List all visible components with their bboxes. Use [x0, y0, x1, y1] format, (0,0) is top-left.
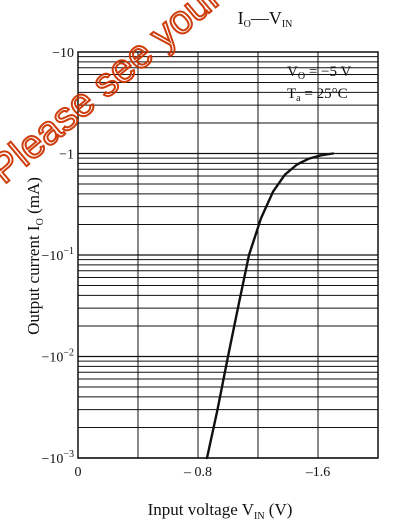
condition-ta: Ta = 25°C [287, 86, 348, 104]
condition-ta-value: = 25°C [301, 86, 348, 102]
y-axis-label-unit: (mA) [24, 177, 43, 218]
y-tick-label-1: −1 [59, 148, 74, 163]
y-axis-label-subscript: O [35, 218, 46, 225]
y-tick-label-2: −10−1 [41, 246, 74, 264]
y-axis-label: Output current IO (mA) [24, 177, 46, 335]
x-axis-label-main: Input voltage V [148, 500, 255, 519]
title-second-subscript: IN [282, 19, 293, 30]
condition-ta-main: T [287, 86, 296, 102]
title-main: I [238, 8, 244, 28]
x-axis-label: Input voltage VIN (V) [148, 500, 293, 522]
condition-vo-main: V [287, 64, 298, 80]
y-axis-label-main: Output current I [24, 225, 43, 335]
y-tick-label-4: −10−3 [41, 449, 74, 467]
condition-ta-subscript: a [296, 93, 301, 104]
title-main-subscript: O [244, 19, 251, 30]
condition-legend: VO = −5 V Ta = 25°C [287, 64, 351, 104]
title-dash: — [250, 8, 270, 28]
x-tick-label-1: – 0.8 [183, 465, 212, 480]
curve-layer [205, 152, 335, 460]
x-axis-label-unit: (V) [265, 500, 293, 519]
condition-vo-value: = −5 V [305, 64, 351, 80]
y-tick-label-0: −10 [52, 46, 74, 61]
plot-frame [77, 51, 379, 459]
condition-vo-subscript: O [298, 71, 305, 82]
x-tick-label-0: 0 [75, 465, 82, 480]
io-vin-curve-0 [205, 152, 335, 460]
x-tick-label-2: –1.6 [305, 465, 331, 480]
title-second: V [269, 8, 282, 28]
chart-title: IO—VIN [238, 8, 293, 30]
plot-grid [77, 52, 379, 459]
y-tick-label-3: −10−2 [41, 348, 74, 366]
x-axis-label-subscript: IN [254, 511, 265, 522]
tick-label-layer: 0– 0.8 –1.6−10−1−10−1−10−2−10−3 [41, 46, 330, 480]
condition-vo: VO = −5 V [287, 64, 351, 82]
